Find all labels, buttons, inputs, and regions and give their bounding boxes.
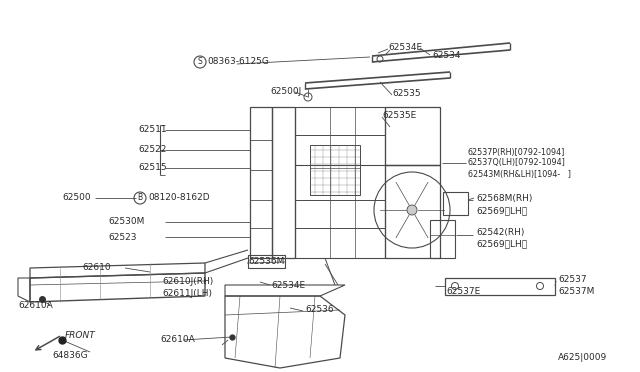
Text: FRONT: FRONT bbox=[65, 330, 96, 340]
Text: 62537P(RH)[0792-1094]: 62537P(RH)[0792-1094] bbox=[468, 148, 565, 157]
Text: 62569（LH）: 62569（LH） bbox=[476, 240, 527, 248]
Text: 62515: 62515 bbox=[138, 164, 166, 173]
Text: 62511: 62511 bbox=[138, 125, 166, 135]
Text: 62536M: 62536M bbox=[248, 257, 284, 266]
Text: 62569エLHォ: 62569エLHォ bbox=[476, 206, 527, 215]
Text: 62500J: 62500J bbox=[270, 87, 301, 96]
Text: 62535: 62535 bbox=[392, 90, 420, 99]
Text: 62536: 62536 bbox=[305, 305, 333, 314]
Text: 62500: 62500 bbox=[62, 193, 91, 202]
Text: 62568M(RH): 62568M(RH) bbox=[476, 193, 532, 202]
Text: 62611J(LH): 62611J(LH) bbox=[162, 289, 212, 298]
Text: 62543M(RH&LH)[1094-   ]: 62543M(RH&LH)[1094- ] bbox=[468, 170, 571, 179]
Text: S: S bbox=[198, 58, 202, 67]
Text: 62522: 62522 bbox=[138, 145, 166, 154]
Text: 62537M: 62537M bbox=[558, 288, 595, 296]
Text: 08363-6125G: 08363-6125G bbox=[207, 58, 269, 67]
Text: 62537: 62537 bbox=[558, 276, 587, 285]
Text: 08120-8162D: 08120-8162D bbox=[148, 193, 210, 202]
Circle shape bbox=[407, 205, 417, 215]
Text: 62523: 62523 bbox=[108, 232, 136, 241]
Text: 62610A: 62610A bbox=[18, 301, 52, 310]
Text: 62610: 62610 bbox=[82, 263, 111, 273]
Text: 62610J(RH): 62610J(RH) bbox=[162, 278, 213, 286]
Text: 62537Q(LH)[0792-1094]: 62537Q(LH)[0792-1094] bbox=[468, 158, 566, 167]
Text: 62535E: 62535E bbox=[382, 112, 416, 121]
Text: 62534E: 62534E bbox=[271, 280, 305, 289]
Text: 62534: 62534 bbox=[432, 51, 461, 60]
Text: 62534E: 62534E bbox=[388, 44, 422, 52]
Text: 62610A: 62610A bbox=[160, 336, 195, 344]
Text: A625|0009: A625|0009 bbox=[558, 353, 607, 362]
Text: 62530M: 62530M bbox=[108, 218, 145, 227]
Text: 62537E: 62537E bbox=[446, 288, 480, 296]
Text: 62542(RH): 62542(RH) bbox=[476, 228, 524, 237]
Text: B: B bbox=[138, 193, 143, 202]
Text: 64836G: 64836G bbox=[52, 350, 88, 359]
